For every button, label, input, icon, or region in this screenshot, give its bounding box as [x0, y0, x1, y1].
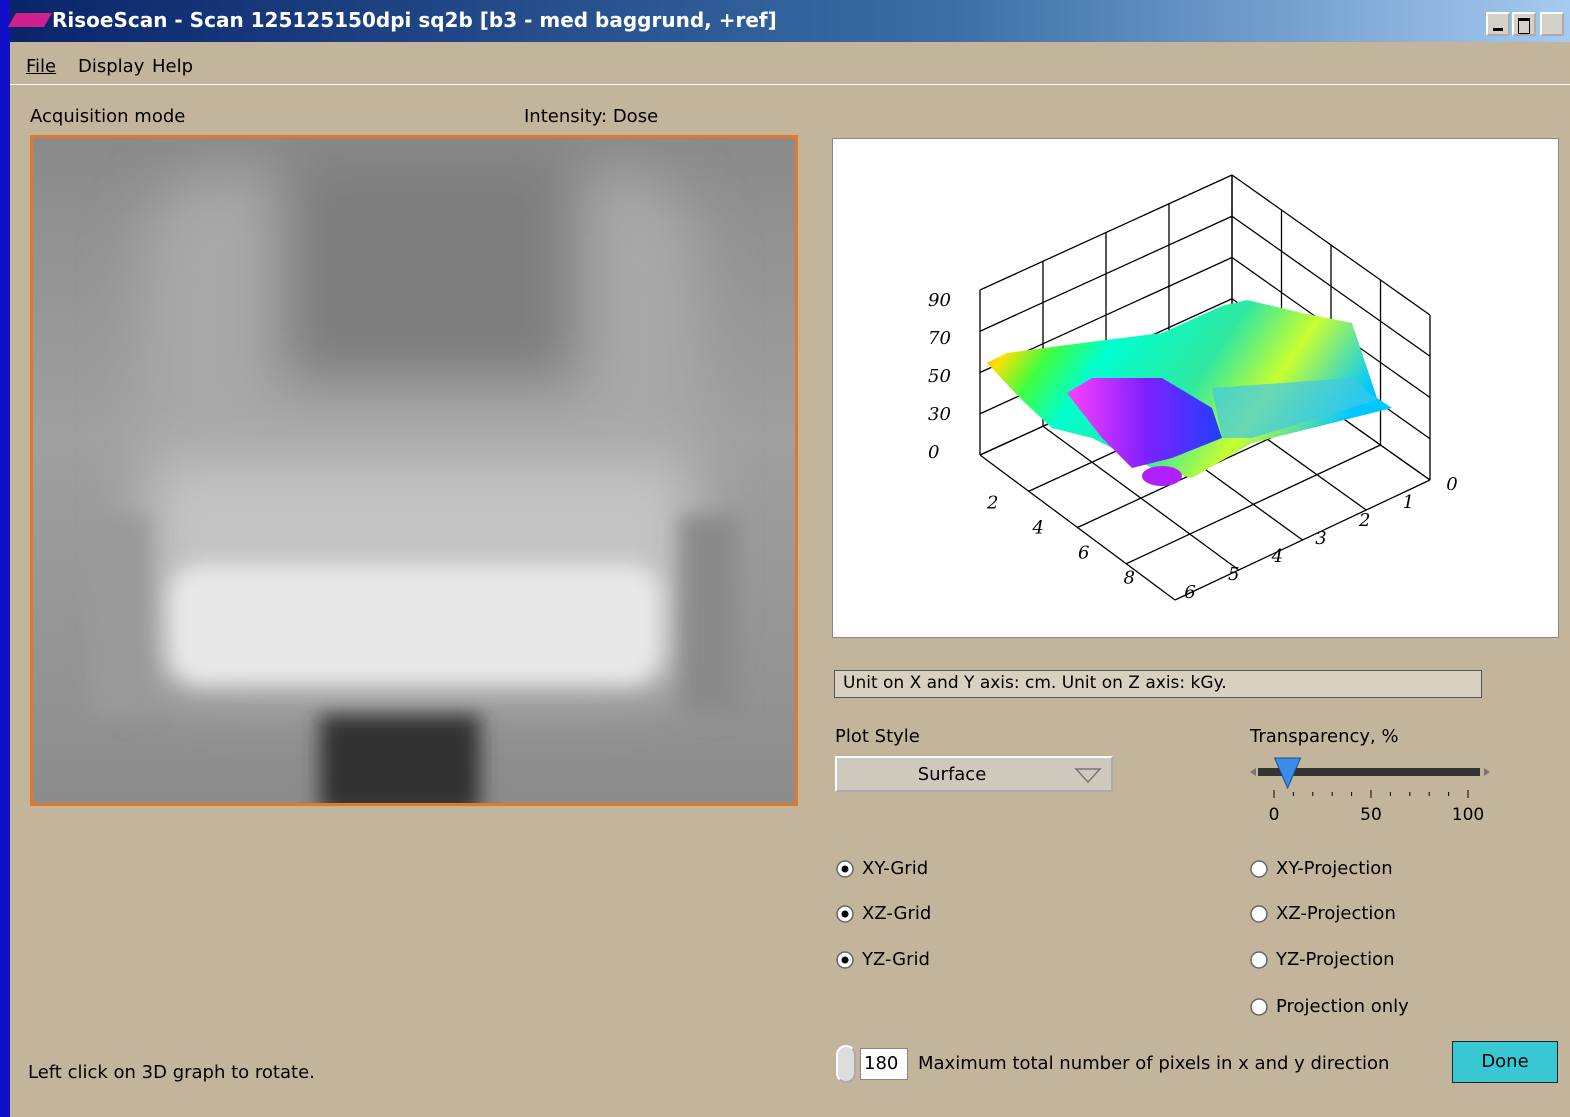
plot-style-value: Surface [917, 764, 987, 785]
axis-labels: 0 30 50 70 90 2 4 6 8 0 1 2 3 4 5 6 [928, 290, 1458, 603]
radio-circle [1250, 905, 1268, 923]
transparency-label: Transparency, % [1250, 726, 1399, 747]
intensity-label: Intensity: Dose [524, 106, 659, 127]
window-title: RisoeScan - Scan 125125150dpi sq2b [b3 -… [52, 8, 777, 32]
slider-thumb [1273, 757, 1302, 790]
scan-image [30, 135, 798, 806]
done-button[interactable]: Done [1452, 1041, 1558, 1083]
minimize-button[interactable] [1486, 12, 1510, 36]
grid-line [1231, 174, 1431, 316]
plot-3d[interactable]: 0 30 50 70 90 2 4 6 8 0 1 2 3 4 5 6 [832, 138, 1559, 638]
grid-line [979, 215, 1233, 332]
radio-label: XZ-Grid [862, 903, 932, 924]
radio-label: Projection only [1276, 996, 1409, 1017]
x-tick-label: 4 [1032, 518, 1044, 539]
title-bar: RisoeScan - Scan 125125150dpi sq2b [b3 -… [7, 0, 1570, 42]
y-tick-label: 6 [1184, 582, 1195, 603]
pixel-count[interactable]: 180 [860, 1048, 908, 1080]
grid-line [1125, 444, 1381, 565]
x-tick-label: 8 [1124, 568, 1135, 589]
grid-line [1231, 215, 1431, 357]
surface [987, 300, 1392, 486]
radio-ring [1250, 998, 1268, 1016]
radio-circle [836, 860, 854, 878]
app-icon [7, 13, 53, 27]
menu-bar: File Display Help [10, 44, 1570, 85]
x-tick-label: 2 [986, 493, 998, 514]
slider-tick-label: 50 [1360, 805, 1382, 825]
radio-circle [1250, 860, 1268, 878]
close-button[interactable] [1540, 12, 1564, 36]
radio-circle [1250, 951, 1268, 969]
z-tick-label: 50 [928, 366, 951, 387]
y-tick-label: 3 [1315, 528, 1326, 549]
y-tick-label: 1 [1403, 492, 1414, 513]
slider-track [1258, 768, 1480, 776]
radio-dot [841, 865, 849, 873]
y-tick-label: 0 [1446, 474, 1457, 495]
radio-label: YZ-Projection [1276, 949, 1395, 970]
slider-tick-label: 0 [1269, 805, 1280, 825]
radio-label: XZ-Projection [1276, 903, 1396, 924]
radio-ring [1250, 860, 1268, 878]
radio-dot [841, 910, 849, 918]
x-tick-label: 6 [1078, 543, 1089, 564]
radio-label: YZ-Grid [862, 949, 930, 970]
mode-label: Acquisition mode [30, 106, 186, 127]
unit-info: Unit on X and Y axis: cm. Unit on Z axis… [834, 670, 1482, 698]
radio-dot [841, 956, 849, 964]
z-tick-label: 30 [928, 404, 951, 425]
pixel-count-label: Maximum total number of pixels in x and … [918, 1053, 1390, 1074]
plot-style-label: Plot Style [835, 726, 920, 747]
menu-help[interactable]: Help [152, 56, 194, 77]
radio-label: XY-Grid [862, 858, 929, 879]
dropdown-arrow [1074, 768, 1102, 784]
window: RisoeScan - Scan 125125150dpi sq2b [b3 -… [7, 0, 1570, 1117]
z-tick-label: 90 [928, 290, 951, 311]
grid-line [1174, 479, 1431, 601]
grid-line [979, 174, 1233, 291]
radio-circle [836, 951, 854, 969]
z-tick-label: 70 [928, 328, 951, 349]
menu-file[interactable]: File [26, 56, 57, 77]
spinner-arrows[interactable] [836, 1045, 856, 1083]
status-text: Left click on 3D graph to rotate. [28, 1062, 315, 1083]
radio-circle [836, 905, 854, 923]
y-tick-label: 4 [1271, 546, 1283, 567]
transparency-slider[interactable]: 0 50 100 [1242, 752, 1502, 832]
plot-style-dropdown[interactable]: Surface [835, 756, 1113, 792]
maximize-button[interactable] [1512, 12, 1536, 36]
z-tick-label: 0 [928, 442, 939, 463]
radio-circle [1250, 998, 1268, 1016]
y-tick-label: 5 [1228, 564, 1239, 585]
radio-ring [1250, 951, 1268, 969]
menu-display[interactable]: Display [78, 56, 145, 77]
radio-label: XY-Projection [1276, 858, 1393, 879]
slider-tick-label: 100 [1452, 805, 1484, 825]
radio-ring [1250, 905, 1268, 923]
y-tick-label: 2 [1358, 510, 1370, 531]
